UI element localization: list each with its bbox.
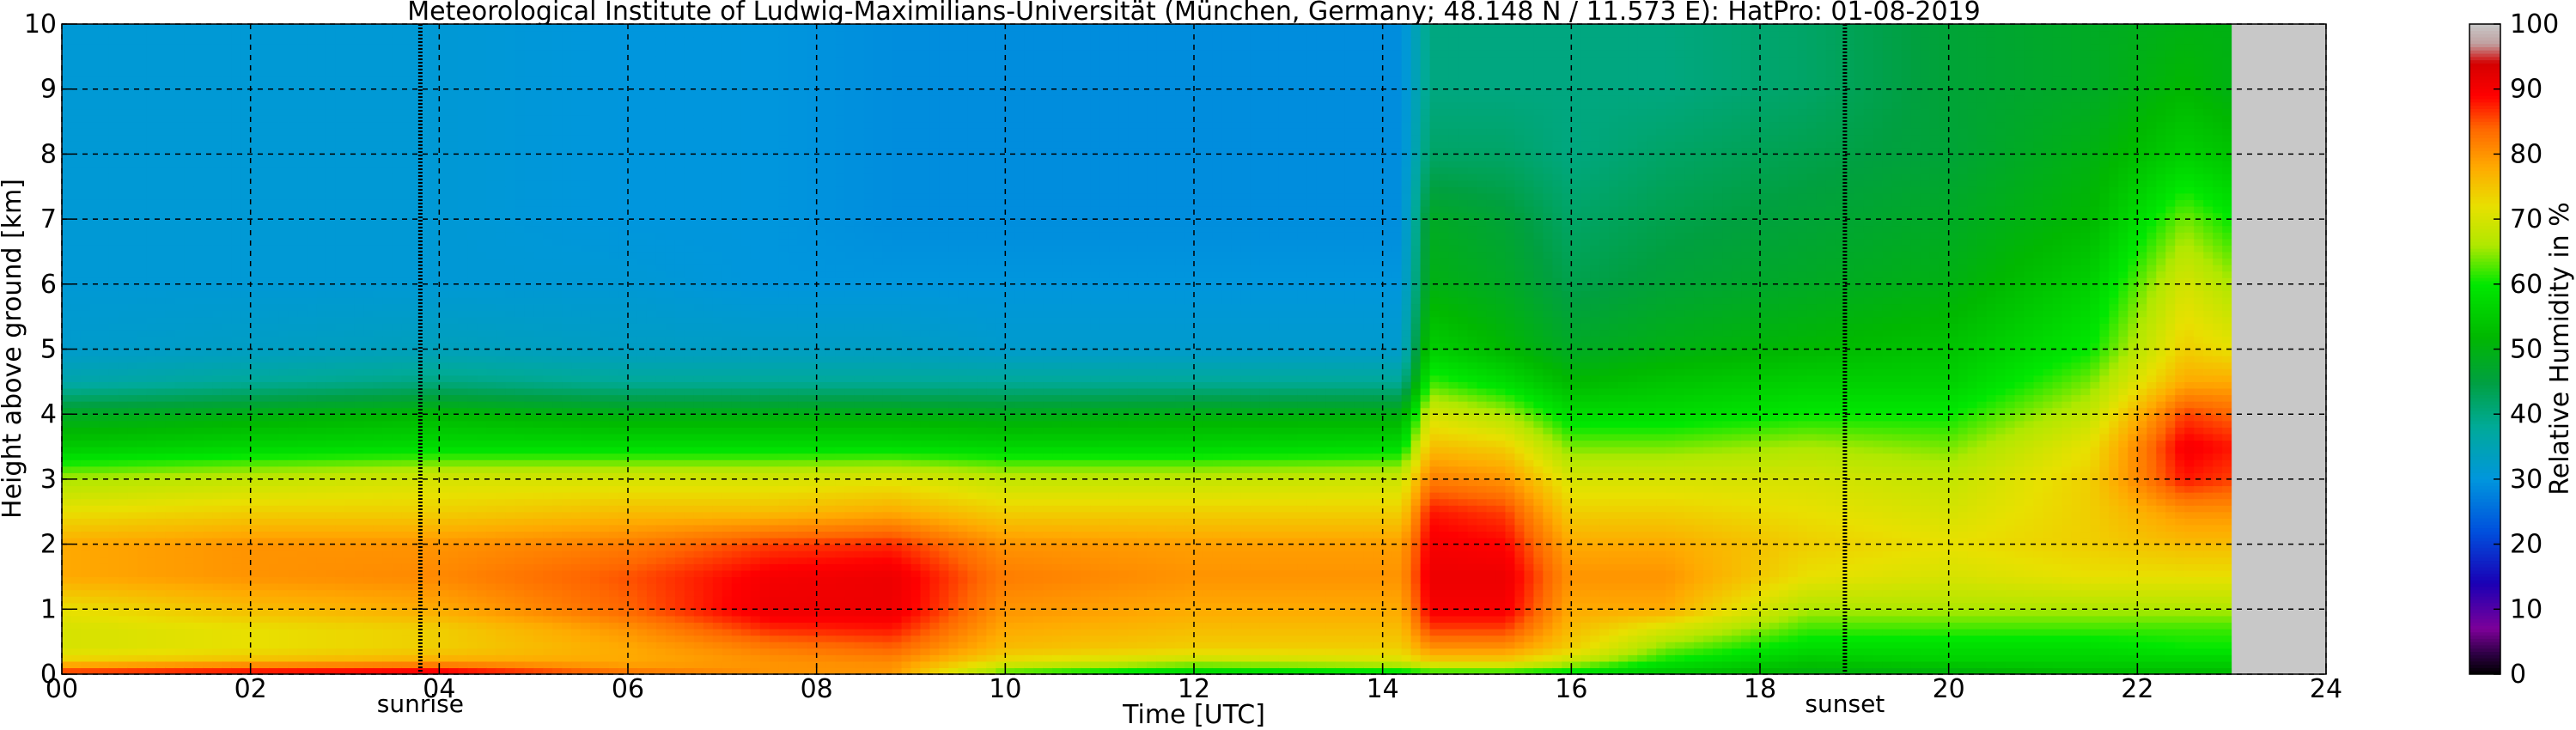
y-tick-label: 7	[40, 204, 57, 234]
x-axis-label: Time [UTC]	[1122, 700, 1265, 730]
colorbar-tick-label: 50	[2510, 335, 2543, 365]
colorbar-tick-label: 40	[2510, 399, 2543, 429]
y-tick-label: 9	[40, 75, 57, 105]
y-tick-label: 4	[40, 399, 57, 429]
x-tick-label: 20	[1933, 674, 1965, 704]
y-tick-label: 3	[40, 465, 57, 495]
x-tick-label: 08	[801, 674, 833, 704]
x-tick-label: 02	[234, 674, 267, 704]
y-tick-label: 6	[40, 270, 57, 300]
marker-label-sunset: sunset	[1805, 690, 1885, 718]
y-tick-label: 10	[24, 9, 57, 40]
colorbar-tick-label: 70	[2510, 204, 2543, 234]
colorbar-tick-label: 80	[2510, 139, 2543, 169]
x-tick-label: 24	[2310, 674, 2342, 704]
x-tick-label: 06	[612, 674, 644, 704]
chart-title: Meteorological Institute of Ludwig-Maxim…	[407, 0, 1980, 27]
y-tick-label: 1	[40, 594, 57, 624]
colorbar-tick-label: 0	[2510, 660, 2526, 690]
x-tick-label: 18	[1744, 674, 1776, 704]
x-tick-label: 10	[989, 674, 1021, 704]
colorbar-tick-label: 90	[2510, 75, 2543, 105]
colorbar-tick-label: 100	[2510, 9, 2559, 40]
y-tick-label: 8	[40, 139, 57, 169]
x-tick-label: 22	[2121, 674, 2153, 704]
colorbar-tick-label: 10	[2510, 594, 2543, 624]
x-tick-label: 14	[1367, 674, 1399, 704]
colorbar-tick-label: 30	[2510, 465, 2543, 495]
y-tick-label: 5	[40, 335, 57, 365]
x-tick-label: 16	[1555, 674, 1587, 704]
colorbar-tick-label: 60	[2510, 270, 2543, 300]
y-tick-label: 0	[40, 660, 57, 690]
colorbar-label: Relative Humidity in %	[2545, 202, 2575, 495]
colorbar-tick-label: 20	[2510, 530, 2543, 560]
y-tick-label: 2	[40, 530, 57, 560]
x-tick-label: 04	[423, 674, 455, 704]
y-axis-label: Height above ground [km]	[0, 179, 27, 519]
